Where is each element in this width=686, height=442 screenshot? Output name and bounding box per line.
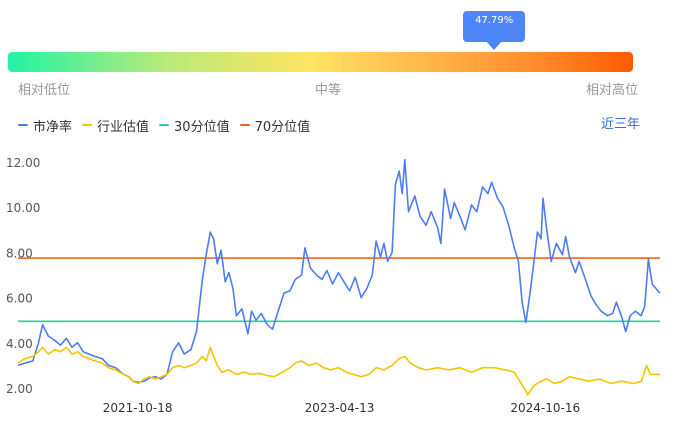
x-tick-label: 2024-10-16 bbox=[510, 401, 580, 415]
y-tick-label: 10.00 bbox=[6, 201, 40, 215]
gauge-label-mid: 中等 bbox=[315, 83, 342, 98]
x-axis: 2021-10-18 2023-04-13 2024-10-16 bbox=[103, 401, 580, 415]
y-tick-label: 12.00 bbox=[6, 156, 40, 170]
legend-label-p30: 30分位值 bbox=[174, 119, 230, 135]
legend-label-p70: 70分位值 bbox=[254, 119, 311, 135]
legend-item-pb[interactable]: 市净率 bbox=[18, 116, 72, 135]
gauge-tooltip: 47.79% bbox=[463, 11, 526, 50]
x-tick-label: 2023-04-13 bbox=[305, 401, 375, 415]
range-selector-link[interactable]: 近三年 bbox=[600, 117, 640, 132]
series-lines bbox=[17, 158, 661, 396]
y-axis: 2.00 4.00 6.00 8.00 10.00 12.00 bbox=[6, 156, 40, 396]
series-line-industry bbox=[17, 346, 660, 396]
y-tick-label: 2.00 bbox=[6, 382, 33, 396]
gauge-label-low: 相对低位 bbox=[18, 83, 71, 98]
legend-item-p30[interactable]: 30分位值 bbox=[159, 116, 230, 135]
y-tick-label: 8.00 bbox=[6, 246, 33, 260]
legend-swatch-industry bbox=[82, 124, 93, 126]
gauge-tooltip-text: 47.79% bbox=[475, 15, 514, 26]
legend-label-industry: 行业估值 bbox=[97, 119, 150, 135]
gauge-gradient-bar bbox=[8, 52, 633, 72]
valuation-gauge: 47.79% 相对低位 中等 相对高位 bbox=[0, 0, 686, 110]
legend-item-p70[interactable]: 70分位值 bbox=[239, 116, 311, 135]
chart-legend: 市净率 行业估值 30分位值 70分位值 bbox=[18, 115, 320, 135]
series-line-pb bbox=[17, 158, 661, 384]
legend-swatch-p70 bbox=[239, 124, 250, 126]
gauge-label-high: 相对高位 bbox=[585, 83, 638, 98]
y-tick-label: 4.00 bbox=[6, 337, 33, 351]
x-tick-label: 2021-10-18 bbox=[103, 401, 173, 415]
y-tick-label: 6.00 bbox=[6, 292, 33, 306]
legend-item-industry[interactable]: 行业估值 bbox=[82, 116, 149, 135]
reference-lines bbox=[18, 257, 660, 323]
legend-label-pb: 市净率 bbox=[33, 119, 73, 135]
legend-swatch-p30 bbox=[159, 124, 170, 126]
legend-swatch-pb bbox=[18, 124, 28, 126]
